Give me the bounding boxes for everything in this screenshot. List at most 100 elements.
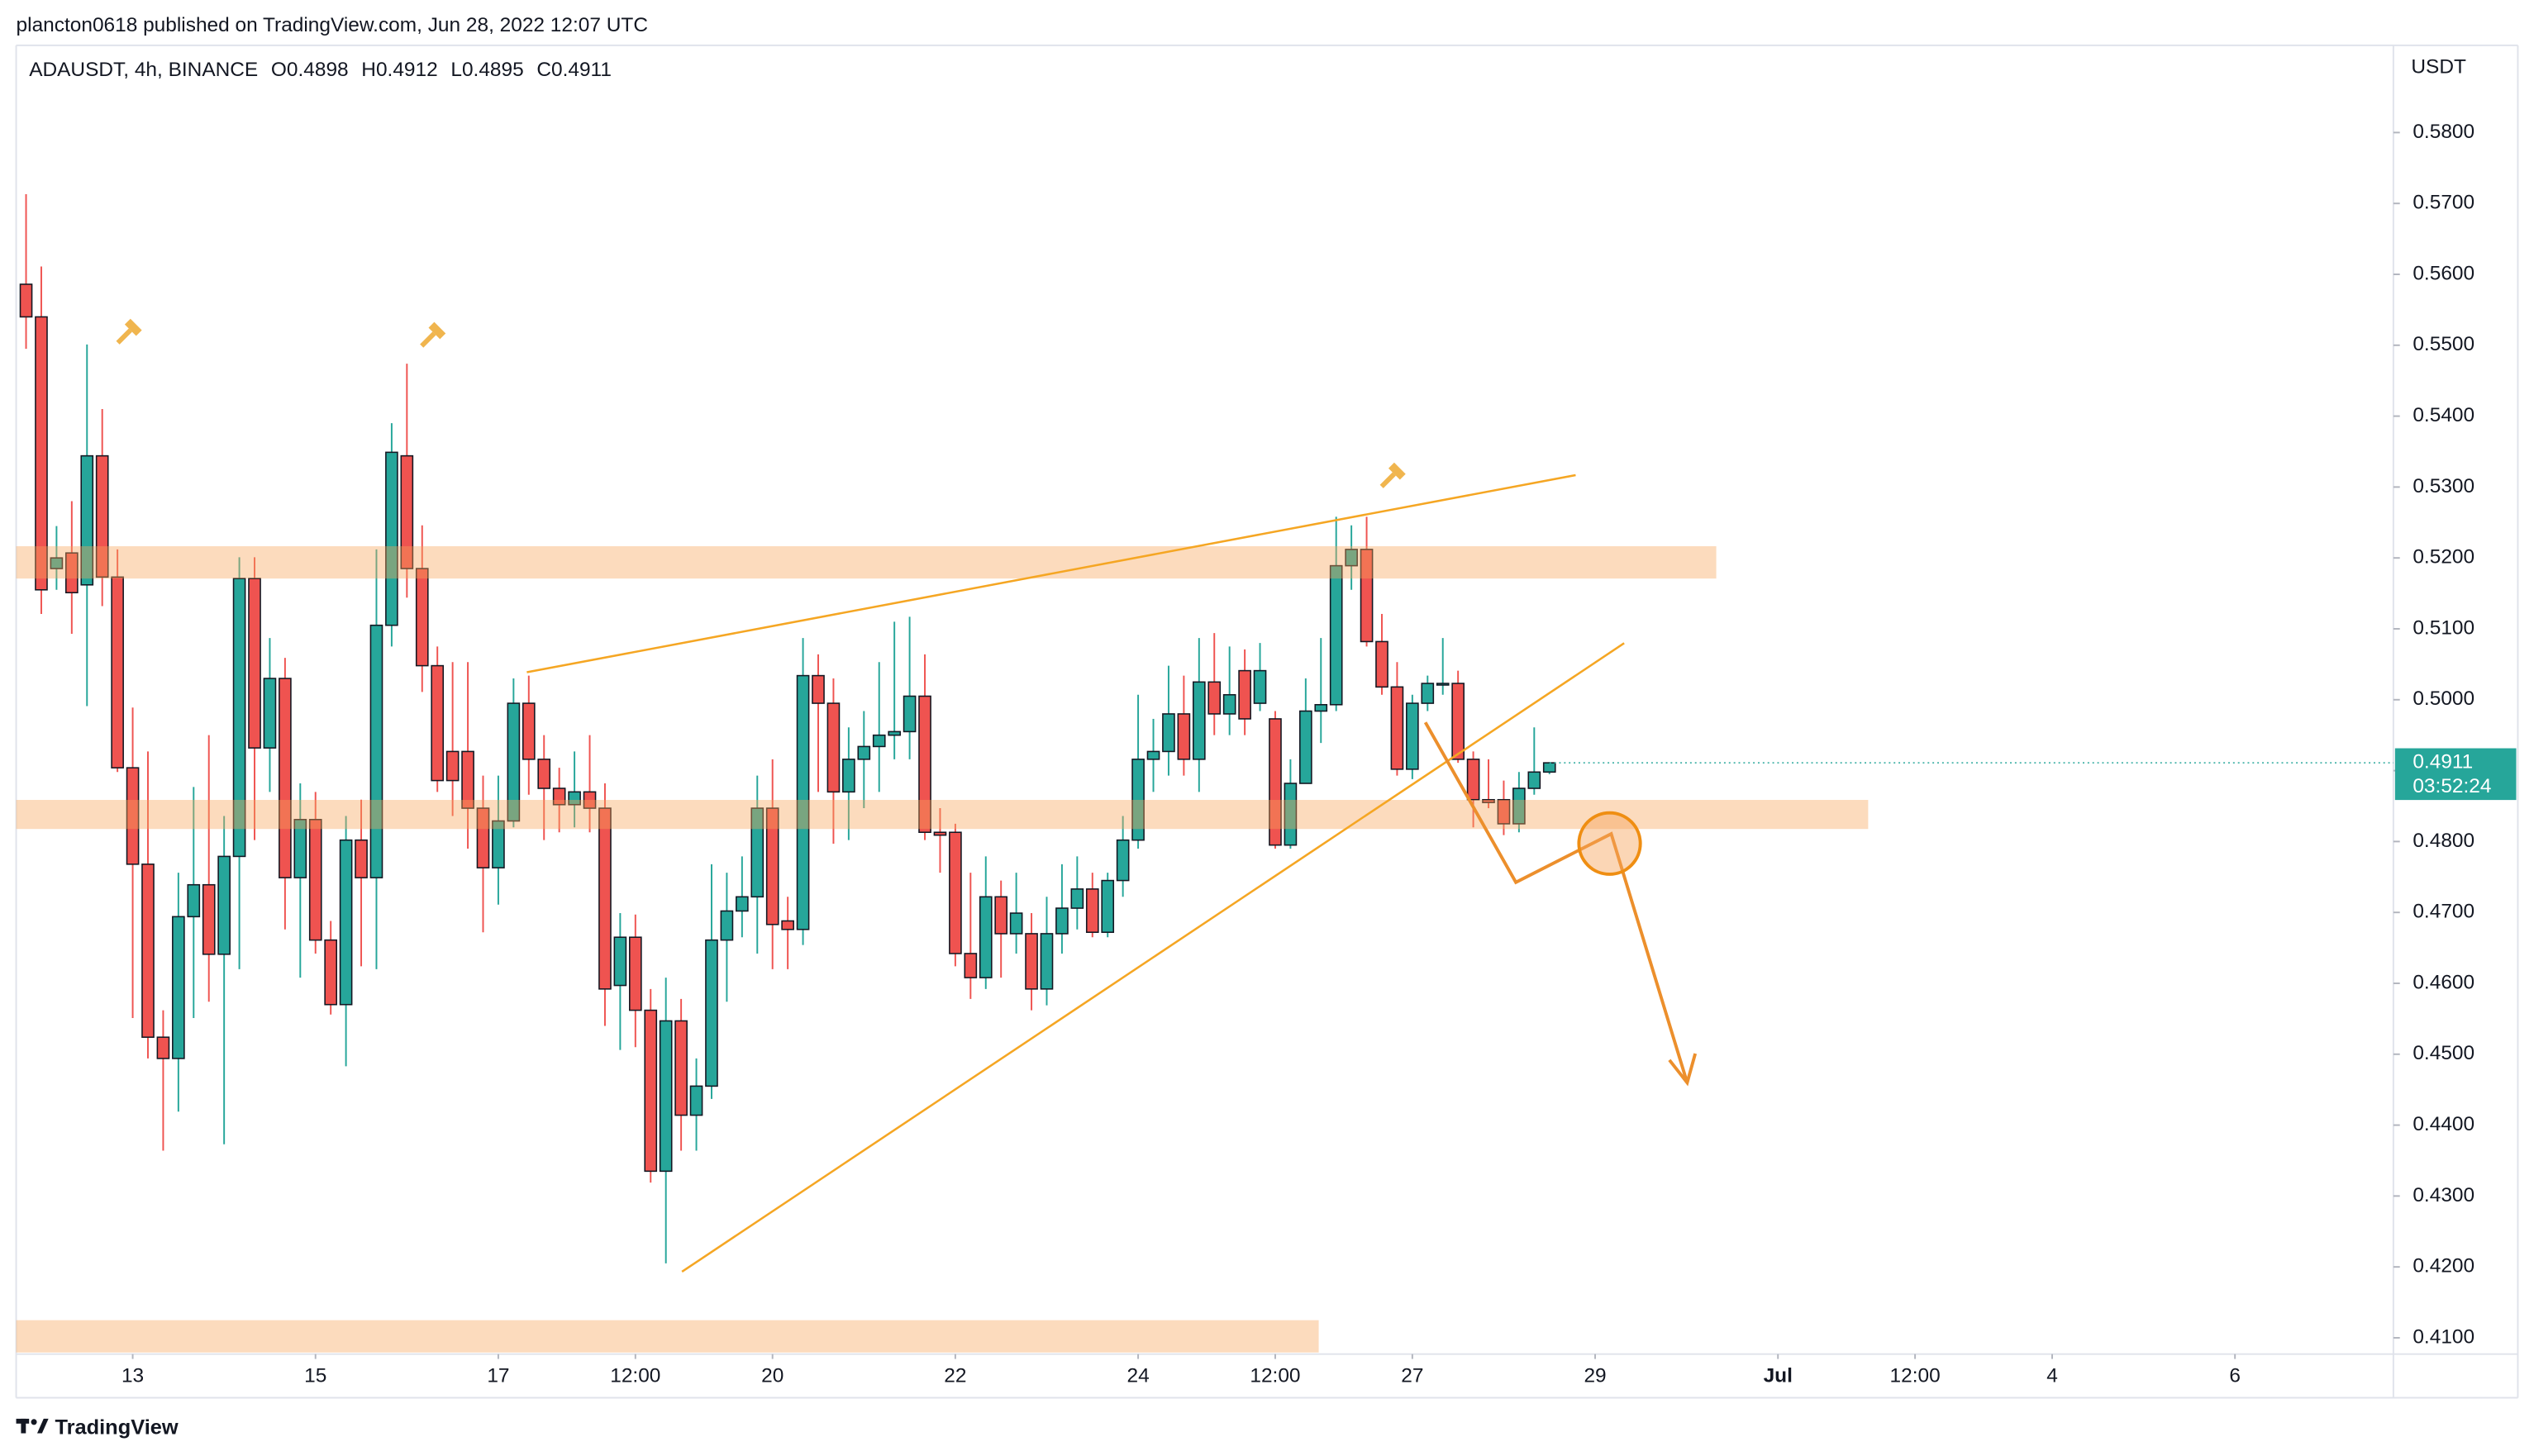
candle-body <box>415 568 429 667</box>
candle-body <box>1360 549 1374 643</box>
y-tick-label: 0.5800 <box>2413 121 2474 143</box>
candle-body <box>1253 669 1267 704</box>
ohlc-value: 0.4912 <box>376 59 438 82</box>
candle-body <box>126 767 140 865</box>
last-price-box <box>2394 748 2517 801</box>
y-tick-label: 0.5100 <box>2413 616 2474 639</box>
candle-body <box>872 734 886 748</box>
candle-body <box>812 674 825 704</box>
candle-body <box>279 678 292 878</box>
candle-body <box>613 936 627 987</box>
x-tick-label: 17 <box>487 1365 509 1387</box>
last-price-label: 0.4911 <box>2413 751 2473 773</box>
x-tick-label: Jul <box>1764 1365 1793 1387</box>
hammer-icon <box>1379 462 1406 488</box>
ohlc-label: H <box>361 59 376 82</box>
candle-body <box>1451 683 1465 760</box>
x-tick-label: 22 <box>944 1365 966 1387</box>
candle-body <box>65 552 79 594</box>
candle-body <box>156 1036 170 1059</box>
candle-body <box>583 791 597 809</box>
ohlc-value: 0.4898 <box>287 59 349 82</box>
y-tick-label: 0.5500 <box>2413 333 2474 355</box>
candle-body <box>552 787 566 806</box>
candle-body <box>842 759 855 793</box>
candle-body <box>293 818 307 878</box>
candle-body <box>1466 759 1480 801</box>
candles <box>19 194 1556 1263</box>
candle-body <box>1497 798 1511 825</box>
ohlc-label: O <box>271 59 287 82</box>
candle-body <box>1406 702 1419 770</box>
candle-body <box>1299 710 1312 784</box>
candle-body <box>476 807 490 868</box>
x-tick-label: 27 <box>1401 1365 1423 1387</box>
ohlc-value: 0.4895 <box>462 59 524 82</box>
candle-body <box>1040 933 1054 990</box>
drawings <box>16 318 1869 1353</box>
candle-body <box>431 664 445 782</box>
candle-body <box>19 283 33 318</box>
y-tick-label: 0.5300 <box>2413 475 2474 497</box>
candle-body <box>918 695 931 834</box>
candle-body <box>903 695 917 733</box>
candle-body <box>263 678 277 749</box>
y-tick-label: 0.4400 <box>2413 1113 2474 1135</box>
y-tick-label: 0.4100 <box>2413 1325 2474 1348</box>
x-tick-label: 4 <box>2046 1365 2058 1387</box>
y-tick-label: 0.5700 <box>2413 192 2474 214</box>
candle-body <box>1162 713 1175 753</box>
candle-body <box>705 939 718 1087</box>
resistance-zone <box>16 546 1717 579</box>
lower-trendline <box>681 642 1625 1273</box>
candle-body <box>111 576 124 768</box>
candle-body <box>95 454 109 578</box>
candle-body <box>35 316 48 591</box>
candle-body <box>1527 771 1541 789</box>
candle-body <box>232 578 246 858</box>
candle-body <box>1009 912 1023 935</box>
candle-body <box>598 807 612 990</box>
candle-body <box>248 578 261 749</box>
candle-body <box>217 855 231 955</box>
candle-body <box>949 831 962 954</box>
candle-body <box>659 1020 673 1173</box>
candle-body <box>644 1009 658 1173</box>
brand-name: TradingView <box>55 1416 178 1439</box>
candle-body <box>736 896 749 912</box>
candle-body <box>1055 907 1069 935</box>
candle-body <box>1101 879 1115 933</box>
upper-trendline <box>526 473 1576 673</box>
y-axis-label: USDT <box>2411 56 2466 79</box>
candle-body <box>1222 693 1236 715</box>
candle-body <box>720 910 734 941</box>
y-tick-label: 0.4600 <box>2413 971 2474 993</box>
candle-body <box>857 745 871 760</box>
y-tick-label: 0.5000 <box>2413 688 2474 710</box>
x-tick-label: 24 <box>1126 1365 1149 1387</box>
candle-body <box>202 883 216 955</box>
ohlc-label: C <box>536 59 551 82</box>
candle-body <box>1542 762 1556 773</box>
candle-body <box>1085 888 1099 933</box>
y-tick-label: 0.4200 <box>2413 1255 2474 1278</box>
candle-body <box>355 839 368 878</box>
symbol: ADAUSDT, 4h, BINANCE <box>29 59 258 82</box>
candle-body <box>50 557 64 569</box>
x-tick-label: 12:00 <box>1890 1365 1941 1387</box>
candle-body <box>1436 683 1450 686</box>
candle-body <box>445 750 460 782</box>
candle-body <box>1131 759 1145 841</box>
candle-body <box>1116 839 1130 882</box>
candle-body <box>1390 686 1404 770</box>
candle-body <box>385 451 398 626</box>
candle-body <box>994 896 1008 935</box>
hammer-icon <box>116 318 142 345</box>
candle-body <box>80 454 94 586</box>
candle-body <box>628 936 642 1011</box>
candle-body <box>568 791 581 806</box>
y-tick-label: 0.5600 <box>2413 262 2474 284</box>
candle-body <box>1146 750 1160 760</box>
